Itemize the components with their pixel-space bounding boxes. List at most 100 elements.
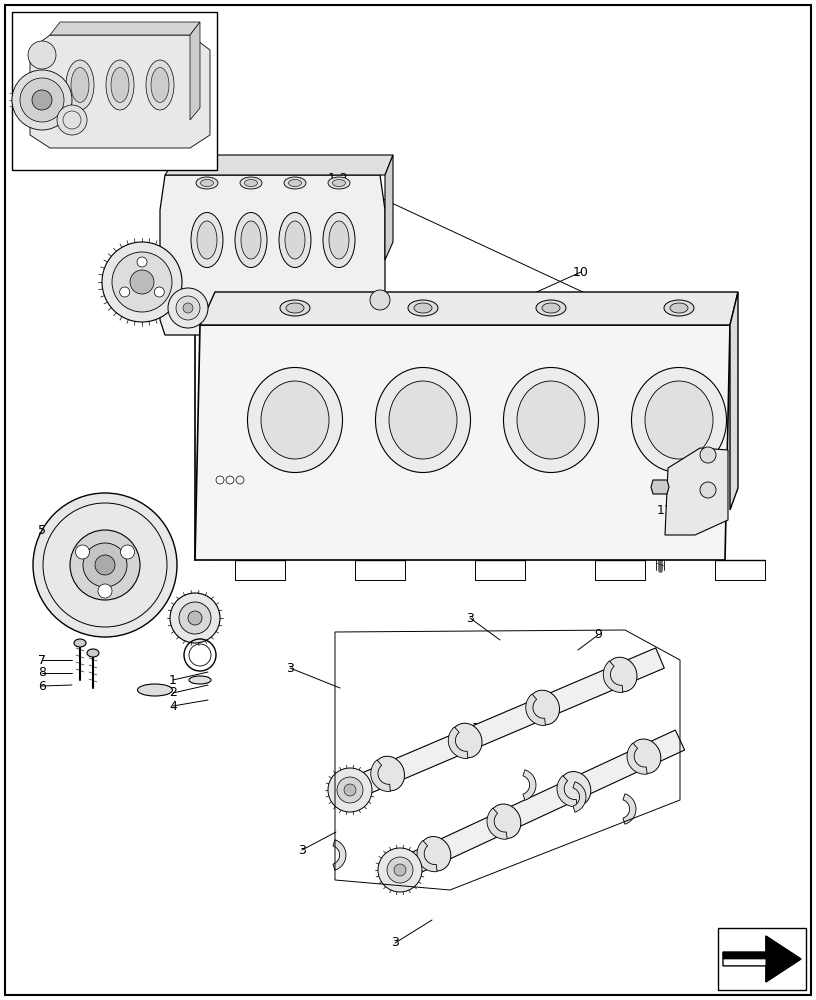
Ellipse shape bbox=[559, 772, 591, 806]
Text: 3: 3 bbox=[466, 611, 474, 624]
Ellipse shape bbox=[408, 300, 438, 316]
Polygon shape bbox=[448, 727, 468, 758]
Text: 6: 6 bbox=[38, 680, 46, 692]
Ellipse shape bbox=[138, 684, 172, 696]
Ellipse shape bbox=[191, 213, 223, 267]
Circle shape bbox=[700, 482, 716, 498]
Polygon shape bbox=[165, 155, 393, 175]
Circle shape bbox=[57, 105, 87, 135]
Circle shape bbox=[130, 270, 154, 294]
Polygon shape bbox=[665, 448, 728, 535]
Circle shape bbox=[387, 857, 413, 883]
Ellipse shape bbox=[235, 213, 267, 267]
Circle shape bbox=[154, 287, 164, 297]
Circle shape bbox=[20, 78, 64, 122]
Text: 1 2: 1 2 bbox=[328, 172, 348, 184]
Circle shape bbox=[98, 584, 112, 598]
Polygon shape bbox=[195, 325, 730, 560]
Circle shape bbox=[32, 90, 52, 110]
Circle shape bbox=[70, 530, 140, 600]
Ellipse shape bbox=[503, 367, 598, 473]
Circle shape bbox=[188, 611, 202, 625]
Polygon shape bbox=[200, 292, 738, 325]
Ellipse shape bbox=[286, 303, 304, 313]
Circle shape bbox=[112, 252, 172, 312]
Ellipse shape bbox=[280, 300, 310, 316]
Ellipse shape bbox=[74, 639, 86, 647]
Ellipse shape bbox=[414, 303, 432, 313]
Circle shape bbox=[170, 593, 220, 643]
Circle shape bbox=[344, 784, 356, 796]
Polygon shape bbox=[396, 730, 685, 880]
Ellipse shape bbox=[329, 221, 349, 259]
Ellipse shape bbox=[289, 180, 301, 186]
Polygon shape bbox=[30, 35, 210, 148]
Text: 8: 8 bbox=[38, 666, 46, 680]
Ellipse shape bbox=[189, 676, 211, 684]
Circle shape bbox=[176, 296, 200, 320]
Ellipse shape bbox=[375, 367, 471, 473]
Circle shape bbox=[179, 602, 211, 634]
Text: 3: 3 bbox=[391, 936, 399, 950]
Circle shape bbox=[33, 493, 177, 637]
Bar bbox=[12, 12, 217, 170]
Circle shape bbox=[95, 555, 115, 575]
Polygon shape bbox=[346, 648, 664, 800]
Text: 10: 10 bbox=[573, 265, 589, 278]
Circle shape bbox=[165, 290, 185, 310]
Ellipse shape bbox=[419, 837, 450, 871]
Text: 7: 7 bbox=[38, 654, 46, 666]
Circle shape bbox=[120, 287, 130, 297]
Circle shape bbox=[102, 242, 182, 322]
Ellipse shape bbox=[151, 68, 169, 103]
Ellipse shape bbox=[489, 804, 521, 838]
Ellipse shape bbox=[284, 177, 306, 189]
Ellipse shape bbox=[71, 68, 89, 103]
Ellipse shape bbox=[670, 303, 688, 313]
Polygon shape bbox=[623, 794, 636, 824]
Ellipse shape bbox=[389, 381, 457, 459]
Circle shape bbox=[76, 545, 90, 559]
Polygon shape bbox=[723, 936, 801, 982]
Ellipse shape bbox=[450, 723, 482, 758]
Ellipse shape bbox=[146, 60, 174, 110]
Text: 3: 3 bbox=[298, 844, 306, 856]
Text: 2: 2 bbox=[169, 686, 177, 700]
Ellipse shape bbox=[373, 756, 405, 791]
Ellipse shape bbox=[536, 300, 566, 316]
Ellipse shape bbox=[528, 690, 560, 725]
Polygon shape bbox=[190, 22, 200, 120]
Ellipse shape bbox=[197, 221, 217, 259]
Ellipse shape bbox=[196, 177, 218, 189]
Circle shape bbox=[168, 288, 208, 328]
Circle shape bbox=[370, 290, 390, 310]
Ellipse shape bbox=[245, 180, 258, 186]
Ellipse shape bbox=[279, 213, 311, 267]
Ellipse shape bbox=[247, 367, 343, 473]
Ellipse shape bbox=[111, 68, 129, 103]
Circle shape bbox=[183, 303, 193, 313]
Text: 3: 3 bbox=[471, 722, 479, 734]
Ellipse shape bbox=[629, 739, 661, 773]
Ellipse shape bbox=[632, 367, 726, 473]
Polygon shape bbox=[523, 770, 536, 800]
Ellipse shape bbox=[517, 381, 585, 459]
Circle shape bbox=[378, 848, 422, 892]
Polygon shape bbox=[557, 776, 577, 807]
Ellipse shape bbox=[605, 657, 637, 692]
Ellipse shape bbox=[66, 60, 94, 110]
Polygon shape bbox=[526, 694, 545, 725]
Ellipse shape bbox=[645, 381, 713, 459]
Polygon shape bbox=[370, 760, 390, 791]
Circle shape bbox=[12, 70, 72, 130]
Circle shape bbox=[328, 768, 372, 812]
Text: 9: 9 bbox=[594, 629, 602, 642]
Polygon shape bbox=[417, 841, 437, 872]
Circle shape bbox=[28, 41, 56, 69]
Polygon shape bbox=[160, 175, 385, 335]
Text: 11: 11 bbox=[657, 504, 673, 516]
Polygon shape bbox=[333, 840, 346, 870]
Ellipse shape bbox=[323, 213, 355, 267]
Ellipse shape bbox=[106, 60, 134, 110]
Ellipse shape bbox=[201, 180, 214, 186]
